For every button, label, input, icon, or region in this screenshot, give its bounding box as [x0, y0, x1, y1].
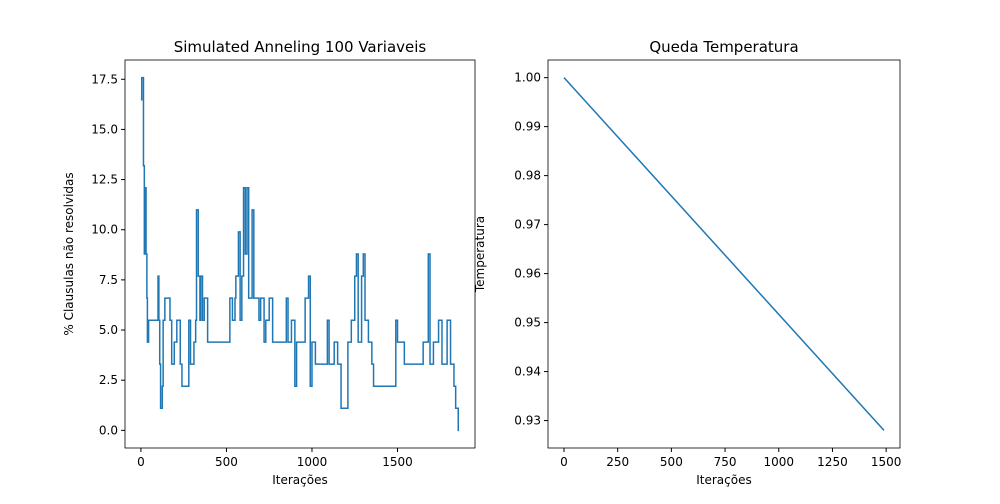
- x-axis-label: Iterações: [696, 473, 752, 487]
- x-tick-label: 500: [660, 455, 683, 469]
- axes-frame: [547, 59, 901, 449]
- chart-title: Simulated Anneling 100 Variaveis: [174, 38, 427, 56]
- y-tick-label: 0.0: [99, 423, 118, 437]
- x-axis-label: Iterações: [272, 473, 328, 487]
- x-tick-label: 1500: [382, 455, 413, 469]
- y-tick-label: 15.0: [91, 122, 118, 136]
- y-tick-label: 0.97: [514, 218, 541, 232]
- y-tick-label: 5.0: [99, 323, 118, 337]
- x-tick-label: 0: [560, 455, 568, 469]
- y-tick-label: 0.96: [514, 267, 541, 281]
- y-tick-label: 0.99: [514, 120, 541, 134]
- y-axis-label: % Clausulas não resolvidas: [62, 172, 76, 335]
- x-tick-label: 500: [215, 455, 238, 469]
- data-line: [563, 77, 885, 431]
- y-tick-label: 1.00: [514, 71, 541, 85]
- x-tick-label: 250: [606, 455, 629, 469]
- x-tick-label: 1000: [763, 455, 794, 469]
- y-tick-label: 10.0: [91, 223, 118, 237]
- y-axis-label: Temperatura: [473, 216, 487, 293]
- x-tick-label: 1250: [817, 455, 848, 469]
- x-tick-label: 1500: [871, 455, 902, 469]
- y-tick-label: 0.93: [514, 414, 541, 428]
- x-tick-label: 0: [137, 455, 145, 469]
- y-tick-label: 12.5: [91, 173, 118, 187]
- data-line: [140, 76, 460, 432]
- y-tick-label: 0.94: [514, 365, 541, 379]
- y-tick-label: 0.98: [514, 169, 541, 183]
- x-tick-label: 750: [714, 455, 737, 469]
- y-tick-label: 0.95: [514, 316, 541, 330]
- axes-frame: [124, 59, 476, 449]
- chart-title: Queda Temperatura: [649, 38, 798, 56]
- y-tick-label: 17.5: [91, 72, 118, 86]
- y-tick-label: 2.5: [99, 373, 118, 387]
- x-tick-label: 1000: [297, 455, 328, 469]
- y-tick-label: 7.5: [99, 273, 118, 287]
